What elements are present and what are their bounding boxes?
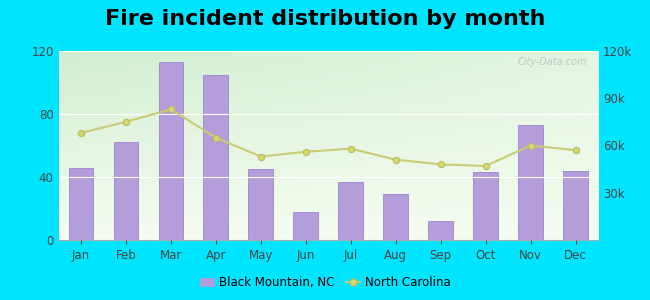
Bar — [159, 62, 183, 240]
Text: Fire incident distribution by month: Fire incident distribution by month — [105, 9, 545, 29]
Bar — [69, 167, 94, 240]
Bar — [473, 172, 498, 240]
Legend: Black Mountain, NC, North Carolina: Black Mountain, NC, North Carolina — [195, 272, 455, 294]
Bar — [428, 221, 453, 240]
Bar — [563, 171, 588, 240]
Bar — [384, 194, 408, 240]
Bar — [203, 75, 228, 240]
Bar — [248, 169, 273, 240]
Bar — [293, 212, 318, 240]
Bar — [114, 142, 138, 240]
Text: City-Data.com: City-Data.com — [517, 57, 587, 67]
Bar — [339, 182, 363, 240]
Bar — [518, 125, 543, 240]
